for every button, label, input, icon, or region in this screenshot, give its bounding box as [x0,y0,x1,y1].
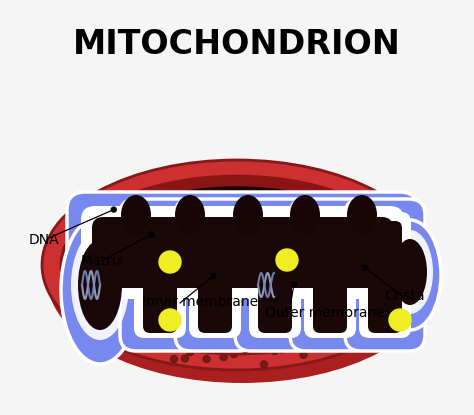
Ellipse shape [61,216,139,364]
FancyBboxPatch shape [120,199,200,351]
Circle shape [276,249,298,271]
FancyBboxPatch shape [359,212,411,338]
Circle shape [301,342,308,349]
FancyBboxPatch shape [368,221,402,333]
Text: Outer membrane: Outer membrane [265,305,385,320]
Ellipse shape [47,173,437,383]
Ellipse shape [71,230,129,340]
FancyBboxPatch shape [198,221,232,333]
FancyBboxPatch shape [92,217,393,288]
FancyBboxPatch shape [249,212,301,338]
Circle shape [149,232,154,237]
Circle shape [159,251,181,273]
FancyBboxPatch shape [81,206,404,299]
Circle shape [292,282,296,287]
FancyBboxPatch shape [235,199,315,351]
Text: Inner membrane: Inner membrane [142,295,258,309]
Ellipse shape [42,160,432,370]
Ellipse shape [233,195,263,235]
FancyBboxPatch shape [313,221,347,333]
Circle shape [300,352,307,358]
Circle shape [278,346,285,353]
Circle shape [111,207,116,212]
FancyBboxPatch shape [189,212,241,338]
Ellipse shape [379,220,441,330]
Text: Crista: Crista [384,289,425,303]
FancyBboxPatch shape [134,212,186,338]
Text: DNA: DNA [28,233,59,247]
Ellipse shape [290,195,320,235]
FancyBboxPatch shape [67,192,418,313]
Circle shape [389,309,411,331]
Circle shape [363,265,367,270]
Text: MITOCHONDRION: MITOCHONDRION [73,28,401,61]
Circle shape [159,309,181,331]
Ellipse shape [393,239,427,305]
FancyBboxPatch shape [175,199,255,351]
Ellipse shape [60,175,414,355]
Circle shape [203,356,210,363]
Ellipse shape [121,195,151,235]
FancyBboxPatch shape [304,212,356,338]
Circle shape [182,355,189,362]
Ellipse shape [78,240,122,330]
Circle shape [206,339,213,346]
Ellipse shape [387,230,433,314]
Circle shape [230,351,237,358]
Ellipse shape [79,186,395,344]
Ellipse shape [62,176,412,344]
Ellipse shape [347,195,377,235]
Circle shape [261,361,268,368]
Circle shape [211,273,216,278]
FancyBboxPatch shape [143,221,177,333]
Circle shape [218,337,225,344]
Circle shape [187,349,194,356]
Circle shape [171,356,178,363]
Ellipse shape [175,195,205,235]
FancyBboxPatch shape [345,199,425,351]
Circle shape [247,339,254,347]
Circle shape [271,347,278,354]
FancyBboxPatch shape [258,221,292,333]
Circle shape [220,354,227,361]
FancyBboxPatch shape [290,199,370,351]
Text: Matrix: Matrix [81,254,125,268]
Circle shape [234,339,241,346]
